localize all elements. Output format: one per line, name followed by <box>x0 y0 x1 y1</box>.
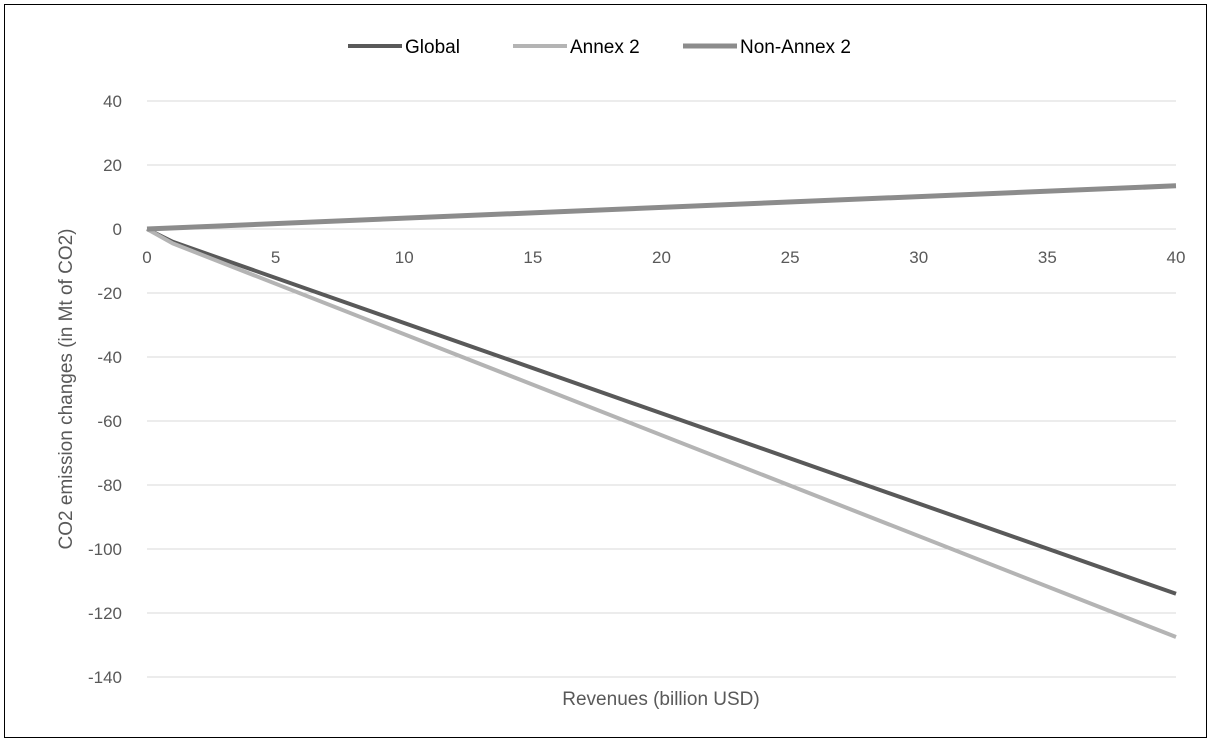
legend: Global Annex 2 Non-Annex 2 <box>348 37 851 58</box>
y-tick-label: 20 <box>103 156 122 175</box>
series-lines <box>146 183 1177 639</box>
y-tick-label: -80 <box>97 476 122 495</box>
y-tick-label: -120 <box>88 604 122 623</box>
series-line-non-annex-2 <box>146 183 1177 232</box>
x-tick-label: 15 <box>523 248 542 267</box>
x-tick-label: 0 <box>142 248 151 267</box>
y-axis-title: CO2 emission changes (in Mt of CO2) <box>56 228 77 549</box>
x-tick-label: 25 <box>781 248 800 267</box>
x-tick-label: 35 <box>1038 248 1057 267</box>
gridlines <box>147 100 1176 678</box>
x-tick-label: 40 <box>1167 248 1186 267</box>
y-axis-ticks: 40 20 0 -20 -40 -60 -80 -100 -120 -140 <box>88 92 122 687</box>
y-tick-label: -140 <box>88 668 122 687</box>
x-tick-label: 30 <box>909 248 928 267</box>
y-tick-label: -100 <box>88 540 122 559</box>
x-axis-title: Revenues (billion USD) <box>562 689 759 710</box>
x-tick-label: 10 <box>395 248 414 267</box>
x-tick-label: 5 <box>271 248 280 267</box>
y-tick-label: -20 <box>97 284 122 303</box>
x-tick-label: 20 <box>652 248 671 267</box>
series-line-annex-2 <box>146 227 1177 639</box>
y-tick-label: -40 <box>97 348 122 367</box>
legend-label: Global <box>405 37 460 58</box>
chart-frame <box>4 4 1207 738</box>
x-axis-ticks: 0 5 10 15 20 25 30 35 40 <box>142 248 1185 267</box>
legend-label: Annex 2 <box>570 37 640 58</box>
y-tick-label: 0 <box>113 220 122 239</box>
y-tick-label: -60 <box>97 412 122 431</box>
series-line-global <box>146 227 1177 596</box>
legend-label: Non-Annex 2 <box>740 37 851 58</box>
y-tick-label: 40 <box>103 92 122 111</box>
